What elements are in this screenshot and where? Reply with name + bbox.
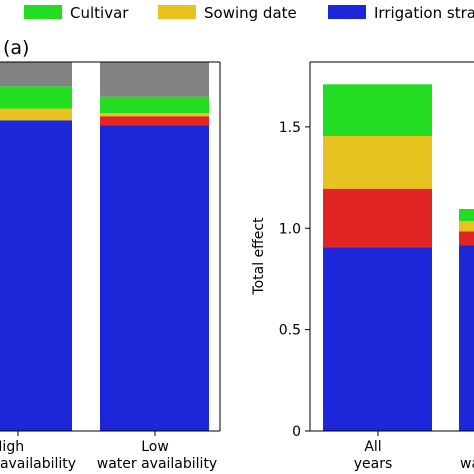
panel-a-cat-high-line1: High <box>0 439 24 455</box>
panel-b-bar-1-seg-0 <box>459 245 474 431</box>
legend-swatch-irrigation <box>328 5 366 19</box>
panel-a-bar-0-seg-2 <box>0 108 72 121</box>
panel-a-bar-1-seg-3 <box>100 96 209 114</box>
panel-b-bar-1-seg-3 <box>459 208 474 222</box>
panel-b-bar-0-seg-0 <box>323 247 432 431</box>
panel-b-ytick-label-0: 0 <box>292 424 301 440</box>
panel-b-yticks: 0 0.5 1.0 1.5 <box>279 120 310 440</box>
panel-b-cat-all-line1: All <box>364 439 381 455</box>
panel-b-bars <box>323 84 474 431</box>
panel-b: 0 0.5 1.0 1.5 Total effect All years wa <box>251 61 474 472</box>
panel-a-cat-low-line1: Low <box>141 439 169 455</box>
panel-b-bar-0-seg-3 <box>323 84 432 137</box>
panel-a-cat-low-line2: water availability <box>97 456 217 472</box>
panel-b-cat-second-line2: wa <box>460 456 474 472</box>
panel-a-bar-1-seg-4 <box>100 62 209 97</box>
panel-a-bar-0-seg-4 <box>0 62 72 87</box>
panel-a-label: (a) <box>3 37 29 59</box>
panel-a-bar-1-seg-1 <box>100 116 209 126</box>
legend: Cultivar Sowing date Irrigation stra <box>24 4 474 22</box>
panel-a-bar-0-seg-3 <box>0 86 72 109</box>
panel-b-bar-0-seg-1 <box>323 188 432 248</box>
panel-b-bar-1-seg-2 <box>459 221 474 232</box>
panel-a-cat-high-line2: availability <box>0 456 76 472</box>
panel-b-bar-0-seg-2 <box>323 136 432 189</box>
panel-a: (a) High availability Low water availabi… <box>0 37 221 472</box>
panel-b-cat-all-line2: years <box>354 456 393 472</box>
legend-swatch-sowing-date <box>158 5 196 19</box>
panel-b-ylabel: Total effect <box>251 217 267 296</box>
panel-a-bar-1-seg-0 <box>100 125 209 431</box>
panel-a-bar-1-seg-2 <box>100 113 209 117</box>
panel-b-bar-1-seg-1 <box>459 231 474 246</box>
legend-label-cultivar: Cultivar <box>70 4 129 22</box>
panel-b-ytick-label-1: 0.5 <box>279 323 301 339</box>
legend-label-sowing-date: Sowing date <box>204 4 297 22</box>
panel-b-ytick-label-2: 1.0 <box>279 221 301 237</box>
panel-a-bar-0-seg-0 <box>0 120 72 431</box>
panel-b-ytick-label-3: 1.5 <box>279 120 301 136</box>
legend-label-irrigation: Irrigation stra <box>374 4 474 22</box>
legend-swatch-cultivar <box>24 5 62 19</box>
panel-a-bars <box>0 62 209 431</box>
